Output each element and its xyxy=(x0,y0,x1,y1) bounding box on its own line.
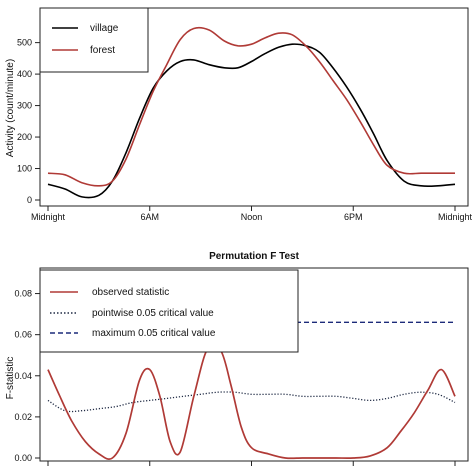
activity-line-village xyxy=(47,43,456,199)
activity-y-tick-label: 400 xyxy=(17,69,32,79)
activity-y-axis: 0 100 200 300 400 500 xyxy=(17,38,40,205)
f-test-y-tick-label: 0.00 xyxy=(14,453,32,463)
f-test-y-tick-label: 0.04 xyxy=(14,371,32,381)
f-test-title: Permutation F Test xyxy=(209,251,299,262)
f-test-y-axis: 0.00 0.02 0.04 0.06 0.08 xyxy=(14,289,40,463)
activity-plot-frame xyxy=(39,7,469,207)
activity-y-tick-label: 0 xyxy=(27,195,32,205)
f-test-chart: Permutation F Test 0.000.020.040.060.08 … xyxy=(5,251,469,466)
f-test-line-observed-statistic xyxy=(47,343,456,461)
activity-x-tick-label: Midnight xyxy=(438,212,473,222)
f-test-y-tick-label: 0.08 xyxy=(14,289,32,299)
activity-series xyxy=(47,26,456,199)
f-test-line-pointwise-0-05-critical-value xyxy=(47,391,456,413)
legend-observed-label: observed statistic xyxy=(92,287,169,298)
activity-y-tick-label: 200 xyxy=(17,132,32,142)
f-test-plot-frame xyxy=(39,267,469,462)
activity-x-tick-label: Noon xyxy=(241,212,263,222)
legend-pointwise-label: pointwise 0.05 critical value xyxy=(92,308,214,319)
activity-y-axis-title: Activity (count/minute) xyxy=(5,59,16,157)
activity-x-tick-label: 6AM xyxy=(140,212,159,222)
activity-x-tick-label: Midnight xyxy=(31,212,66,222)
activity-x-axis: Midnight 6AM Noon 6PM Midnight xyxy=(31,206,473,222)
activity-legend: village forest xyxy=(39,7,149,73)
legend-forest-label: forest xyxy=(90,45,115,56)
activity-legend-box xyxy=(39,7,149,73)
activity-x-tick-label: 6PM xyxy=(344,212,363,222)
f-test-y-tick-label: 0.02 xyxy=(14,412,32,422)
f-test-legend: observed statistic pointwise 0.05 critic… xyxy=(39,269,299,353)
f-test-y-tick-label: 0.06 xyxy=(14,330,32,340)
f-test-y-axis-title: F-statistic xyxy=(5,357,16,400)
activity-line-forest xyxy=(47,26,455,187)
legend-maximum-label: maximum 0.05 critical value xyxy=(92,328,216,339)
f-test-legend-box xyxy=(39,269,299,353)
f-test-x-axis xyxy=(47,461,456,466)
activity-y-tick-label: 300 xyxy=(17,101,32,111)
activity-y-tick-label: 500 xyxy=(17,38,32,48)
activity-y-tick-label: 100 xyxy=(17,164,32,174)
legend-village-label: village xyxy=(90,23,119,34)
